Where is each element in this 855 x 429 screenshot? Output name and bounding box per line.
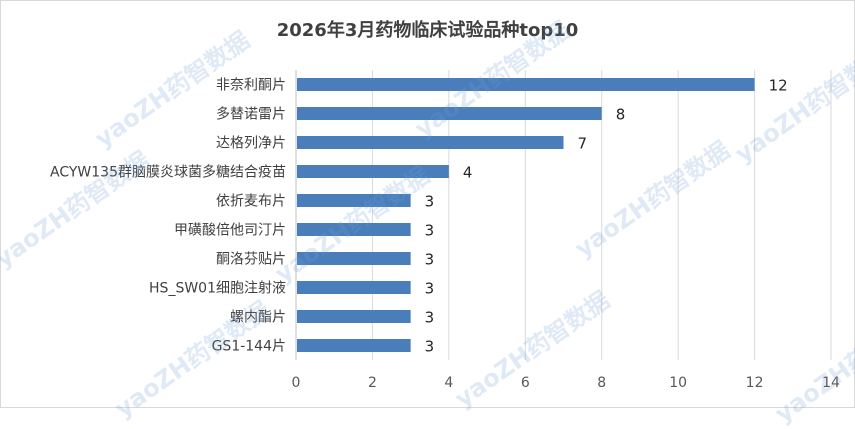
- bar: [297, 165, 449, 178]
- x-tick-label: 4: [444, 375, 453, 391]
- bar: [297, 223, 411, 236]
- data-label: 3: [425, 222, 435, 240]
- category-label: 酮洛芬贴片: [216, 252, 286, 268]
- data-label: 3: [425, 338, 435, 356]
- bar: [297, 281, 411, 294]
- x-tick-label: 6: [521, 375, 530, 391]
- bar: [297, 339, 411, 352]
- data-label: 3: [425, 280, 435, 298]
- data-label: 4: [463, 164, 473, 182]
- data-label: 12: [769, 77, 788, 95]
- category-label: ACYW135群脑膜炎球菌多糖结合疫苗: [50, 164, 286, 181]
- bar: [297, 310, 411, 323]
- category-label: 螺内酯片: [230, 310, 286, 326]
- data-label: 7: [578, 135, 588, 153]
- data-label: 8: [616, 106, 626, 124]
- category-label: 达格列净片: [216, 136, 286, 152]
- category-label: GS1-144片: [212, 339, 286, 355]
- bar: [297, 136, 564, 149]
- category-label: HS_SW01细胞注射液: [149, 281, 286, 297]
- category-label: 依折麦布片: [216, 194, 286, 210]
- bar: [297, 107, 602, 120]
- data-label: 3: [425, 251, 435, 269]
- x-tick-label: 14: [822, 375, 840, 391]
- bar: [297, 78, 755, 91]
- bar: [297, 194, 411, 207]
- chart-title: 2026年3月药物临床试验品种top10: [276, 20, 579, 41]
- data-label: 3: [425, 193, 435, 211]
- x-tick-label: 2: [368, 375, 377, 391]
- data-label: 3: [425, 309, 435, 327]
- chart-frame: [0, 0, 855, 408]
- x-tick-label: 8: [597, 375, 606, 391]
- category-label: 多替诺雷片: [216, 106, 286, 123]
- x-tick-label: 12: [746, 375, 764, 391]
- category-label: 非奈利酮片: [216, 78, 286, 94]
- x-tick-label: 10: [669, 375, 687, 391]
- x-tick-label: 0: [292, 375, 301, 391]
- bar-chart: 0 2 4 6 8 10 12 14 非奈利酮片 12 多替诺雷片 8 达格列净片 7 ACYW135群脑膜…: [50, 70, 840, 391]
- bar: [297, 252, 411, 265]
- category-label: 甲磺酸倍他司汀片: [174, 223, 286, 239]
